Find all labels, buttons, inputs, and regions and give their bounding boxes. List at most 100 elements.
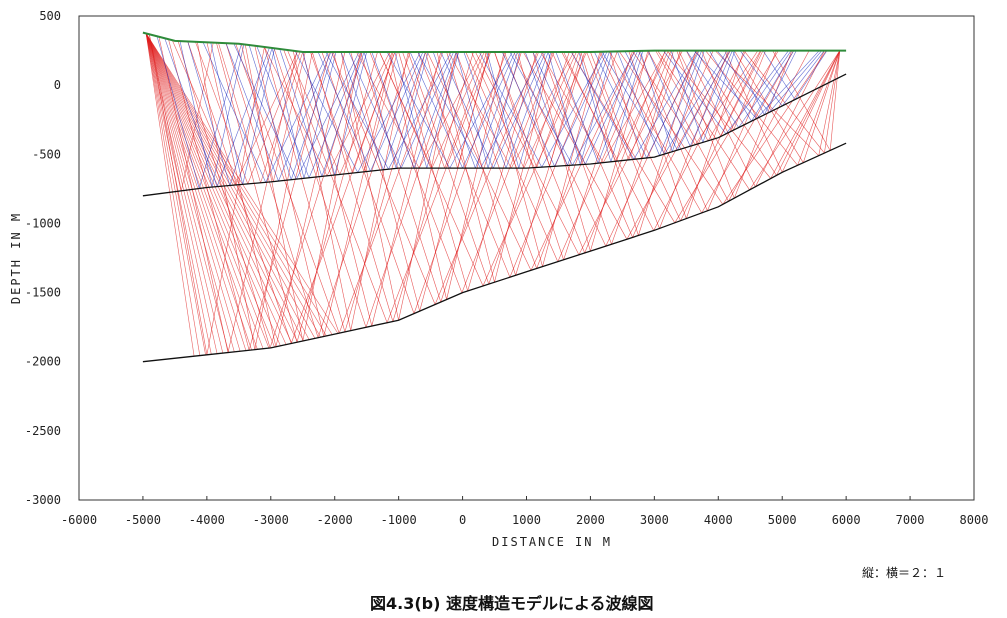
ray-path-deep <box>829 50 841 151</box>
x-tick-label: 3000 <box>640 513 669 527</box>
ray-path-shallow <box>585 50 638 165</box>
ray-path-shallow <box>693 50 757 119</box>
ray-path-shallow <box>395 51 429 169</box>
ray-path-shallow <box>233 43 297 180</box>
ray-path-shallow <box>440 51 494 169</box>
ray-path-deep <box>145 33 287 345</box>
ray-path-shallow <box>517 51 550 167</box>
ray-path-shallow <box>586 51 630 160</box>
ray-path-shallow <box>725 50 789 135</box>
ray-path-shallow <box>702 50 736 143</box>
ray-path-shallow <box>509 51 573 166</box>
ray-path-shallow <box>764 50 797 115</box>
ray-path-deep <box>557 50 651 262</box>
ray-path-shallow <box>756 50 820 119</box>
ray-path-shallow <box>610 50 644 162</box>
ray-path-shallow <box>471 51 525 169</box>
x-tick-label: -1000 <box>381 513 417 527</box>
ray-path-shallow <box>321 51 365 177</box>
ray-path-shallow <box>732 50 765 115</box>
ray-path-deep <box>369 51 463 293</box>
ray-path-shallow <box>431 51 485 169</box>
x-tick-labels: -6000 -5000 -4000 -3000 -2000 -1000 0 1000 2000 3… <box>61 496 988 527</box>
ray-path-shallow <box>615 50 669 162</box>
ray-path-deep <box>331 51 436 305</box>
ray-path-shallow <box>400 51 454 169</box>
ray-path-deep <box>551 51 633 238</box>
ray-path-deep <box>145 33 224 354</box>
ray-path-deep <box>225 43 319 338</box>
ray-path-shallow <box>633 50 697 160</box>
ray-path-shallow <box>388 51 452 170</box>
ray-path-deep <box>145 33 258 350</box>
ray-path-deep <box>344 51 426 332</box>
ray-path-deep <box>638 50 708 211</box>
ray-path-shallow <box>781 50 825 107</box>
ray-path-deep <box>580 51 639 236</box>
layer-boundaries <box>142 31 847 363</box>
ray-path-deep <box>145 33 310 340</box>
ray-path-deep <box>734 50 793 199</box>
x-tick-label: -6000 <box>61 513 97 527</box>
ray-path-shallow <box>371 51 415 169</box>
ray-path-deep <box>465 51 559 262</box>
ray-path-shallow <box>294 50 358 173</box>
ray-path-deep <box>292 50 351 331</box>
ray-path-shallow <box>523 51 577 169</box>
ray-path-shallow <box>402 51 445 169</box>
ray-path-shallow <box>210 42 243 185</box>
ray-path-deep <box>145 33 201 356</box>
ray-path-shallow <box>187 41 231 186</box>
ray-path-shallow <box>383 51 426 170</box>
x-axis-label: DISTANCE IN M <box>492 535 612 549</box>
ray-path-deep <box>145 33 264 349</box>
ray-path-deep <box>578 50 683 255</box>
ray-path-deep <box>728 50 810 202</box>
ray-path-deep <box>145 33 339 334</box>
ray-path-shallow <box>202 41 266 183</box>
x-tick-label: 6000 <box>832 513 861 527</box>
ray-path-shallow <box>302 51 335 176</box>
ray-path-shallow <box>273 51 306 182</box>
ray-path-shallow <box>686 50 739 128</box>
ray-path-deep <box>145 33 333 335</box>
ray-path-deep <box>145 33 241 352</box>
ray-path-shallow <box>672 50 705 152</box>
ray-path-shallow <box>670 50 704 143</box>
ray-path-deep <box>440 51 522 303</box>
ray-path-shallow <box>462 51 516 169</box>
ray-path-shallow <box>501 51 555 167</box>
ray-path-deep <box>145 33 218 354</box>
ray-path-shallow <box>578 51 612 162</box>
ray-path-deep <box>686 50 745 219</box>
ray-path-shallow <box>695 50 759 145</box>
ray-path-shallow <box>417 51 481 169</box>
ray-path-shallow <box>602 50 667 163</box>
y-tick-label: -2000 <box>25 355 61 369</box>
ray-path-deep <box>177 40 271 349</box>
ray-path-deep <box>145 33 275 348</box>
ray-paths <box>145 33 841 357</box>
ray-path-deep <box>427 51 532 271</box>
ray-path-shallow <box>455 51 489 169</box>
ray-path-shallow <box>532 51 586 165</box>
ray-path-deep <box>776 50 841 176</box>
ray-path-deep <box>264 46 346 332</box>
x-tick-label: 0 <box>459 513 466 527</box>
ray-path-shallow <box>769 50 823 113</box>
ray-path-shallow <box>536 51 580 168</box>
ray-path-deep <box>632 50 714 238</box>
ray-path-shallow <box>554 51 608 167</box>
figure-caption: 図4.3(b) 速度構造モデルによる波線図 <box>370 594 654 613</box>
ray-path-deep <box>398 51 468 291</box>
ray-path-shallow <box>242 48 275 185</box>
ray-path-deep <box>350 51 409 331</box>
ray-path-shallow <box>524 51 568 166</box>
ray-path-deep <box>618 51 724 205</box>
ray-path-shallow <box>365 51 398 172</box>
ray-path-shallow <box>356 51 420 169</box>
ray-path-shallow <box>449 51 513 169</box>
ray-path-shallow <box>738 50 792 128</box>
y-tick-label: 0 <box>54 78 61 92</box>
ray-path-shallow <box>486 51 520 169</box>
